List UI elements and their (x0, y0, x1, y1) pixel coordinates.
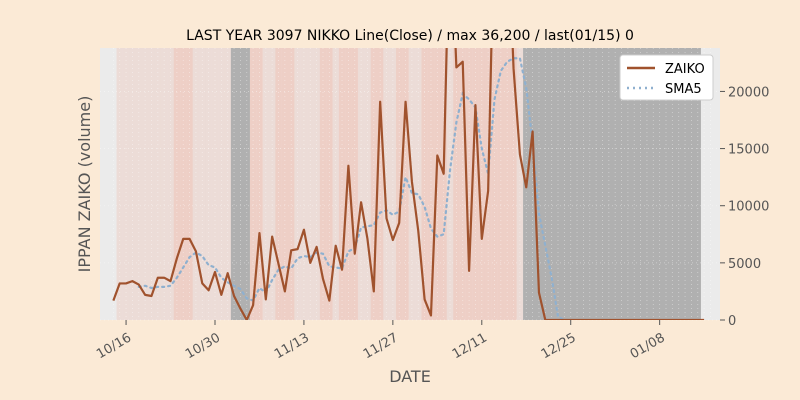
shaded-day-band (351, 48, 358, 320)
shaded-day-band (281, 48, 289, 320)
shaded-day-band (307, 48, 314, 320)
shaded-day-band (256, 48, 263, 320)
shaded-day-band (116, 48, 123, 320)
shaded-day-band (446, 48, 454, 320)
chart-title: LAST YEAR 3097 NIKKO Line(Close) / max 3… (186, 28, 634, 44)
y-tick-label: 0 (728, 314, 736, 329)
shaded-day-band (364, 48, 371, 320)
shaded-day-band (465, 48, 473, 320)
shaded-day-band (516, 48, 524, 320)
shaded-day-band (294, 48, 301, 320)
legend-box (619, 54, 714, 101)
shaded-day-band (326, 48, 333, 320)
shaded-day-band (148, 48, 155, 320)
shaded-day-band (510, 48, 517, 320)
shaded-day-band (313, 48, 320, 320)
shaded-day-band (383, 48, 390, 320)
y-tick-label: 15000 (728, 143, 769, 158)
shaded-day-band (497, 48, 505, 320)
series-line-sma5 (137, 57, 706, 320)
shaded-day-band (357, 48, 365, 320)
shaded-day-band (186, 48, 193, 320)
y-tick-label: 5000 (728, 257, 761, 272)
shaded-day-band (173, 48, 181, 320)
shaded-day-band (504, 48, 511, 320)
gray-period-band (230, 48, 250, 320)
shaded-day-band (160, 48, 168, 320)
shaded-day-band (275, 48, 282, 320)
shaded-day-band (396, 48, 403, 320)
shaded-day-band (218, 48, 225, 320)
shaded-day-band (370, 48, 377, 320)
x-axis-label: DATE (389, 367, 431, 386)
shaded-day-band (402, 48, 409, 320)
shaded-day-band (453, 48, 460, 320)
shaded-day-band (122, 48, 130, 320)
shaded-day-band (262, 48, 269, 320)
shaded-day-band (300, 48, 308, 320)
shaded-bands (116, 48, 701, 320)
shaded-day-band (192, 48, 200, 320)
shaded-day-band (421, 48, 428, 320)
shaded-day-band (224, 48, 231, 320)
shaded-day-band (332, 48, 339, 320)
shaded-day-band (288, 48, 295, 320)
shaded-day-band (491, 48, 498, 320)
shaded-day-band (205, 48, 212, 320)
shaded-day-band (427, 48, 435, 320)
legend-sma5-label: SMA5 (665, 82, 702, 97)
shaded-day-band (338, 48, 346, 320)
shaded-day-band (415, 48, 422, 320)
shaded-day-band (268, 48, 276, 320)
shaded-day-band (434, 48, 441, 320)
series-layer (112, 48, 706, 320)
shaded-day-band (199, 48, 206, 320)
shaded-day-band (141, 48, 149, 320)
shaded-day-band (154, 48, 161, 320)
shaded-day-band (211, 48, 219, 320)
legend-zaiko-label: ZAIKO (665, 62, 705, 77)
shaded-day-band (459, 48, 466, 320)
y-tick-label: 10000 (728, 200, 769, 215)
series-clip-group (112, 48, 706, 320)
shaded-day-band (249, 48, 257, 320)
legend: ZAIKO SMA5 (619, 54, 714, 101)
shaded-day-band (180, 48, 187, 320)
shaded-day-band (129, 48, 136, 320)
shaded-day-band (389, 48, 397, 320)
shaded-day-band (345, 48, 352, 320)
y-axis-label: IPPAN ZAIKO (volume) (75, 96, 94, 273)
shaded-day-band (319, 48, 327, 320)
shaded-day-band (376, 48, 384, 320)
series-line-zaiko (112, 48, 705, 320)
shaded-day-band (135, 48, 142, 320)
grid-lines (100, 48, 720, 321)
shaded-day-band (472, 48, 479, 320)
y-tick-label: 20000 (728, 85, 769, 100)
shaded-day-band (440, 48, 447, 320)
shaded-day-band (167, 48, 174, 320)
shaded-day-band (478, 48, 485, 320)
